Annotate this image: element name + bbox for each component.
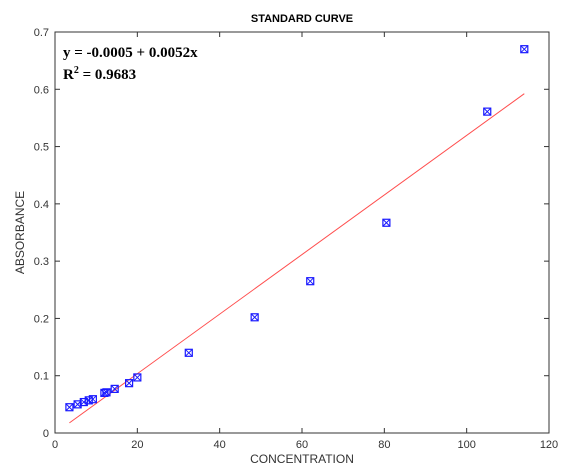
- data-point: [65, 403, 74, 412]
- y-tick-label: 0.7: [34, 27, 49, 39]
- x-tick-label: 80: [378, 439, 390, 451]
- y-tick-label: 0: [43, 428, 49, 440]
- regression-line: [69, 93, 525, 424]
- data-point: [250, 313, 259, 322]
- x-tick-label: 60: [296, 439, 308, 451]
- x-tick-label: 0: [52, 439, 58, 451]
- data-point: [102, 388, 111, 397]
- y-tick-label: 0.3: [34, 256, 49, 268]
- data-point: [382, 218, 391, 227]
- x-tick-label: 20: [131, 439, 143, 451]
- y-axis-label: ABSORBANCE: [13, 191, 27, 274]
- y-tick-label: 0.2: [34, 313, 49, 325]
- x-tick-label: 40: [214, 439, 226, 451]
- chart-title: STANDARD CURVE: [251, 13, 353, 25]
- y-tick-label: 0.5: [34, 142, 49, 154]
- y-tick-label: 0.6: [34, 84, 49, 96]
- x-axis-label: CONCENTRATION: [250, 452, 354, 466]
- x-tick-label: 100: [457, 439, 475, 451]
- x-axis: 0 20 40 60 80 100 120: [52, 32, 558, 451]
- data-point: [520, 45, 529, 54]
- y-tick-label: 0.1: [34, 371, 49, 383]
- r-squared-superscript: 2: [74, 65, 79, 76]
- data-points: [65, 45, 529, 412]
- data-point: [306, 277, 315, 286]
- data-point: [124, 379, 134, 388]
- data-point: [184, 348, 193, 357]
- y-tick-label: 0.4: [34, 199, 49, 211]
- data-point: [88, 395, 97, 404]
- plot-area-frame: [54, 31, 550, 434]
- r-squared-annotation: R2 = 0.9683: [63, 65, 136, 83]
- data-point: [483, 107, 492, 116]
- r-squared-value: = 0.9683: [79, 67, 136, 83]
- data-point: [133, 373, 142, 382]
- r-squared-prefix: R: [63, 67, 74, 83]
- y-axis: 0 0.1 0.2 0.3 0.4 0.5 0.6 0.7: [34, 27, 549, 440]
- x-tick-label: 120: [540, 439, 558, 451]
- data-point: [110, 384, 119, 393]
- regression-equation: y = -0.0005 + 0.0052x: [63, 45, 198, 61]
